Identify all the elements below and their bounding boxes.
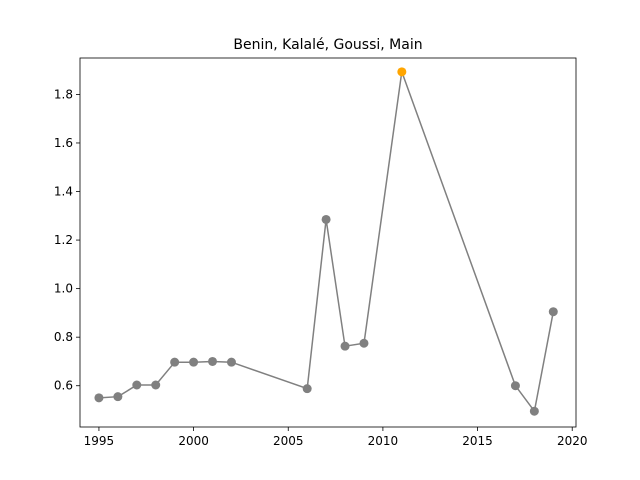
x-axis: 1995 2000 2005 2010 2015 2020 (84, 427, 588, 448)
data-point (529, 406, 539, 416)
data-point (548, 307, 558, 317)
y-tick-label: 1.8 (54, 87, 73, 101)
x-tick-label: 1995 (84, 434, 115, 448)
data-point (302, 384, 312, 394)
data-point (321, 214, 331, 224)
highlight-point (397, 67, 407, 77)
x-tick-label: 2005 (273, 434, 304, 448)
series-line (98, 71, 555, 414)
x-tick-label: 2020 (557, 434, 588, 448)
data-point (340, 341, 350, 351)
plot-area (80, 58, 576, 427)
data-point (226, 357, 236, 367)
data-point (189, 357, 199, 367)
data-point (359, 338, 369, 348)
data-point (113, 392, 123, 402)
plot-frame (79, 57, 577, 428)
y-tick-label: 1.4 (54, 185, 73, 199)
data-point (208, 356, 218, 366)
y-axis: 0.6 0.8 1.0 1.2 1.4 1.6 1.8 (54, 87, 80, 393)
data-point (132, 380, 142, 390)
x-tick-label: 2010 (368, 434, 399, 448)
y-tick-label: 0.6 (54, 379, 73, 393)
data-points (94, 67, 558, 416)
chart-title: Benin, Kalalé, Goussi, Main (233, 37, 422, 53)
data-point (94, 393, 104, 403)
y-tick-label: 1.0 (54, 282, 73, 296)
data-point (151, 380, 161, 390)
x-tick-label: 2000 (178, 434, 209, 448)
y-tick-label: 1.2 (54, 233, 73, 247)
y-tick-label: 1.6 (54, 136, 73, 150)
data-point (170, 357, 180, 367)
data-point (510, 381, 520, 391)
x-tick-label: 2015 (462, 434, 493, 448)
y-tick-label: 0.8 (54, 330, 73, 344)
